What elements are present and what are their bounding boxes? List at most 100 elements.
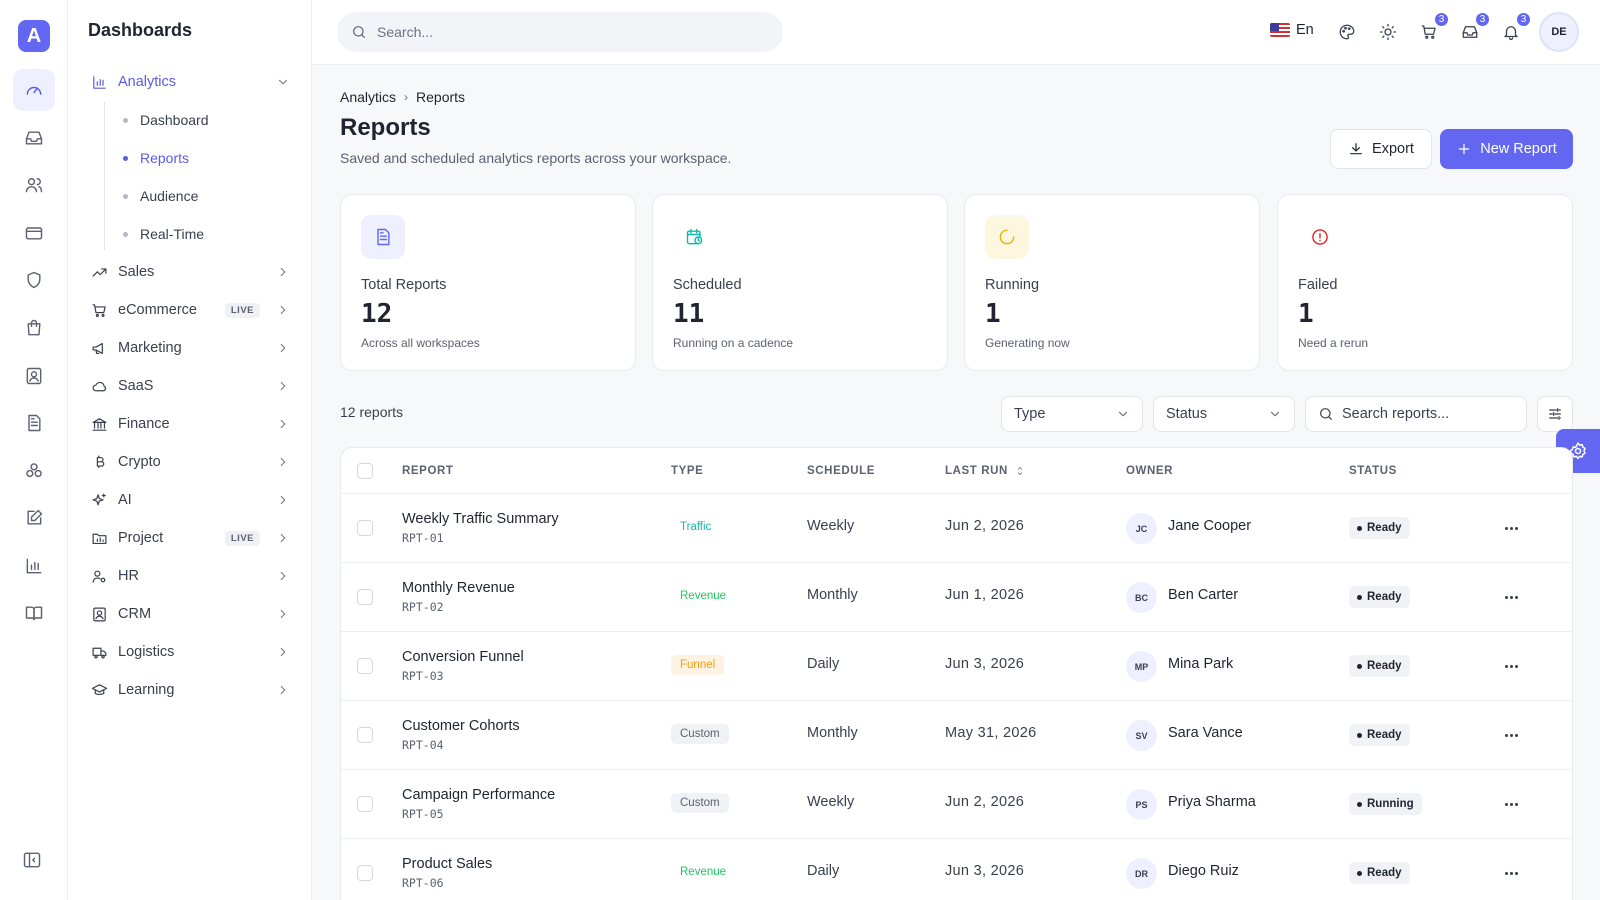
- book-icon[interactable]: [13, 592, 55, 634]
- sidebar-item-saas[interactable]: SaaS: [90, 371, 290, 401]
- edit-icon[interactable]: [13, 497, 55, 539]
- chevron-right-icon: [276, 379, 290, 393]
- table-row[interactable]: Customer Cohorts RPT-04 Custom Monthly May 3…: [341, 701, 1572, 770]
- chevron-right-icon: [276, 455, 290, 469]
- cart-icon: [90, 301, 108, 319]
- sidebar-item-ecommerce[interactable]: eCommerce LIVE: [90, 295, 290, 325]
- shield-icon[interactable]: [13, 259, 55, 301]
- more-actions-icon[interactable]: [1499, 725, 1523, 745]
- report-name[interactable]: Conversion Funnel: [402, 649, 524, 665]
- report-schedule: Monthly: [807, 587, 858, 603]
- sidebar-subitem-reports[interactable]: Reports: [123, 145, 189, 171]
- users-icon[interactable]: [13, 164, 55, 206]
- sidebar-item-logistics[interactable]: Logistics: [90, 637, 290, 667]
- chevron-right-icon: [276, 683, 290, 697]
- more-actions-icon[interactable]: [1499, 518, 1523, 538]
- new-report-button[interactable]: New Report: [1440, 129, 1573, 169]
- inbox-icon[interactable]: 3: [1458, 11, 1491, 44]
- owner-avatar: BC: [1126, 582, 1157, 613]
- table-header: REPORT TYPE SCHEDULE LAST RUN OWNER STAT…: [341, 448, 1572, 494]
- column-status: STATUS: [1349, 465, 1397, 477]
- report-name[interactable]: Monthly Revenue: [402, 580, 515, 596]
- trending-up-icon: [90, 263, 108, 281]
- sidebar-item-hr[interactable]: HR: [90, 561, 290, 591]
- row-checkbox[interactable]: [357, 658, 373, 674]
- sidebar-subitem-real-time[interactable]: Real-Time: [123, 221, 204, 247]
- type-badge: Traffic: [680, 521, 712, 533]
- row-checkbox[interactable]: [357, 727, 373, 743]
- status-select[interactable]: Status: [1153, 396, 1295, 432]
- sidebar-item-learning[interactable]: Learning: [90, 675, 290, 705]
- report-name[interactable]: Campaign Performance: [402, 787, 556, 803]
- column-last-run[interactable]: LAST RUN: [945, 465, 1026, 477]
- more-actions-icon[interactable]: [1499, 587, 1523, 607]
- chevron-right-icon: [276, 493, 290, 507]
- report-search[interactable]: [1305, 396, 1527, 432]
- bar-chart-icon[interactable]: [13, 545, 55, 587]
- column-settings-button[interactable]: [1537, 396, 1573, 432]
- file-text-icon[interactable]: [13, 402, 55, 444]
- sidebar-item-analytics[interactable]: Analytics: [90, 67, 290, 97]
- table-row[interactable]: Product Sales RPT-06 Revenue Daily Jun 3, 20…: [341, 839, 1572, 900]
- export-button[interactable]: Export: [1330, 129, 1432, 169]
- type-select[interactable]: Type: [1001, 396, 1143, 432]
- palette-icon[interactable]: [1335, 20, 1359, 44]
- report-id: RPT-03: [402, 669, 444, 683]
- search-input[interactable]: [377, 24, 737, 40]
- report-name[interactable]: Customer Cohorts: [402, 718, 520, 734]
- sidebar-item-marketing[interactable]: Marketing: [90, 333, 290, 363]
- owner-name: Sara Vance: [1168, 725, 1243, 741]
- live-badge: LIVE: [224, 530, 260, 546]
- report-last-run: Jun 2, 2026: [945, 794, 1025, 810]
- report-name[interactable]: Weekly Traffic Summary: [402, 511, 559, 527]
- breadcrumb-analytics[interactable]: Analytics: [340, 89, 397, 105]
- breadcrumb: Analytics › Reports: [340, 89, 465, 105]
- dashboard-gauge-icon[interactable]: [13, 69, 55, 111]
- components-icon[interactable]: [13, 450, 55, 492]
- row-checkbox[interactable]: [357, 796, 373, 812]
- user-avatar[interactable]: DE: [1539, 12, 1579, 52]
- chevron-right-icon: [276, 265, 290, 279]
- report-search-input[interactable]: [1342, 406, 1522, 422]
- sidebar-subitem-dashboard[interactable]: Dashboard: [123, 107, 209, 133]
- live-badge: LIVE: [224, 302, 260, 318]
- owner-avatar: PS: [1126, 789, 1157, 820]
- sidebar-item-project[interactable]: Project LIVE: [90, 523, 290, 553]
- submenu-guide-line: [104, 102, 105, 250]
- sidebar-item-crm[interactable]: CRM: [90, 599, 290, 629]
- report-last-run: Jun 1, 2026: [945, 587, 1025, 603]
- app-logo[interactable]: A: [18, 20, 50, 52]
- credit-card-icon[interactable]: [13, 212, 55, 254]
- table-row[interactable]: Conversion Funnel RPT-03 Funnel Daily Jun 3,…: [341, 632, 1572, 701]
- sidebar-item-ai[interactable]: AI: [90, 485, 290, 515]
- inbox-icon[interactable]: [13, 117, 55, 159]
- report-name[interactable]: Product Sales: [402, 856, 493, 872]
- more-actions-icon[interactable]: [1499, 794, 1523, 814]
- table-row[interactable]: Campaign Performance RPT-05 Custom Weekly Ju…: [341, 770, 1572, 839]
- select-all-checkbox[interactable]: [357, 463, 373, 479]
- table-row[interactable]: Weekly Traffic Summary RPT-01 Traffic Weekl…: [341, 494, 1572, 563]
- shopping-bag-icon[interactable]: [13, 307, 55, 349]
- table-row[interactable]: Monthly Revenue RPT-02 Revenue Monthly Jun 1…: [341, 563, 1572, 632]
- sun-icon[interactable]: [1376, 20, 1400, 44]
- sidebar-item-finance[interactable]: Finance: [90, 409, 290, 439]
- sidebar-item-crypto[interactable]: Crypto: [90, 447, 290, 477]
- sidebar-item-sales[interactable]: Sales: [90, 257, 290, 287]
- row-checkbox[interactable]: [357, 589, 373, 605]
- chevron-right-icon: [276, 531, 290, 545]
- global-search[interactable]: [337, 12, 783, 52]
- row-checkbox[interactable]: [357, 520, 373, 536]
- row-checkbox[interactable]: [357, 865, 373, 881]
- more-actions-icon[interactable]: [1499, 656, 1523, 676]
- collapse-sidebar-icon[interactable]: [22, 850, 46, 874]
- notification-count-badge: 3: [1515, 11, 1532, 28]
- cart-icon[interactable]: 3: [1417, 11, 1450, 44]
- report-last-run: Jun 3, 2026: [945, 863, 1025, 879]
- contact-icon[interactable]: [13, 355, 55, 397]
- more-actions-icon[interactable]: [1499, 863, 1523, 883]
- sidebar-subitem-audience[interactable]: Audience: [123, 183, 198, 209]
- stat-value: 11: [673, 299, 705, 329]
- type-badge: Funnel: [671, 655, 725, 675]
- bell-icon[interactable]: 3: [1499, 11, 1532, 44]
- language-selector[interactable]: En: [1270, 22, 1314, 38]
